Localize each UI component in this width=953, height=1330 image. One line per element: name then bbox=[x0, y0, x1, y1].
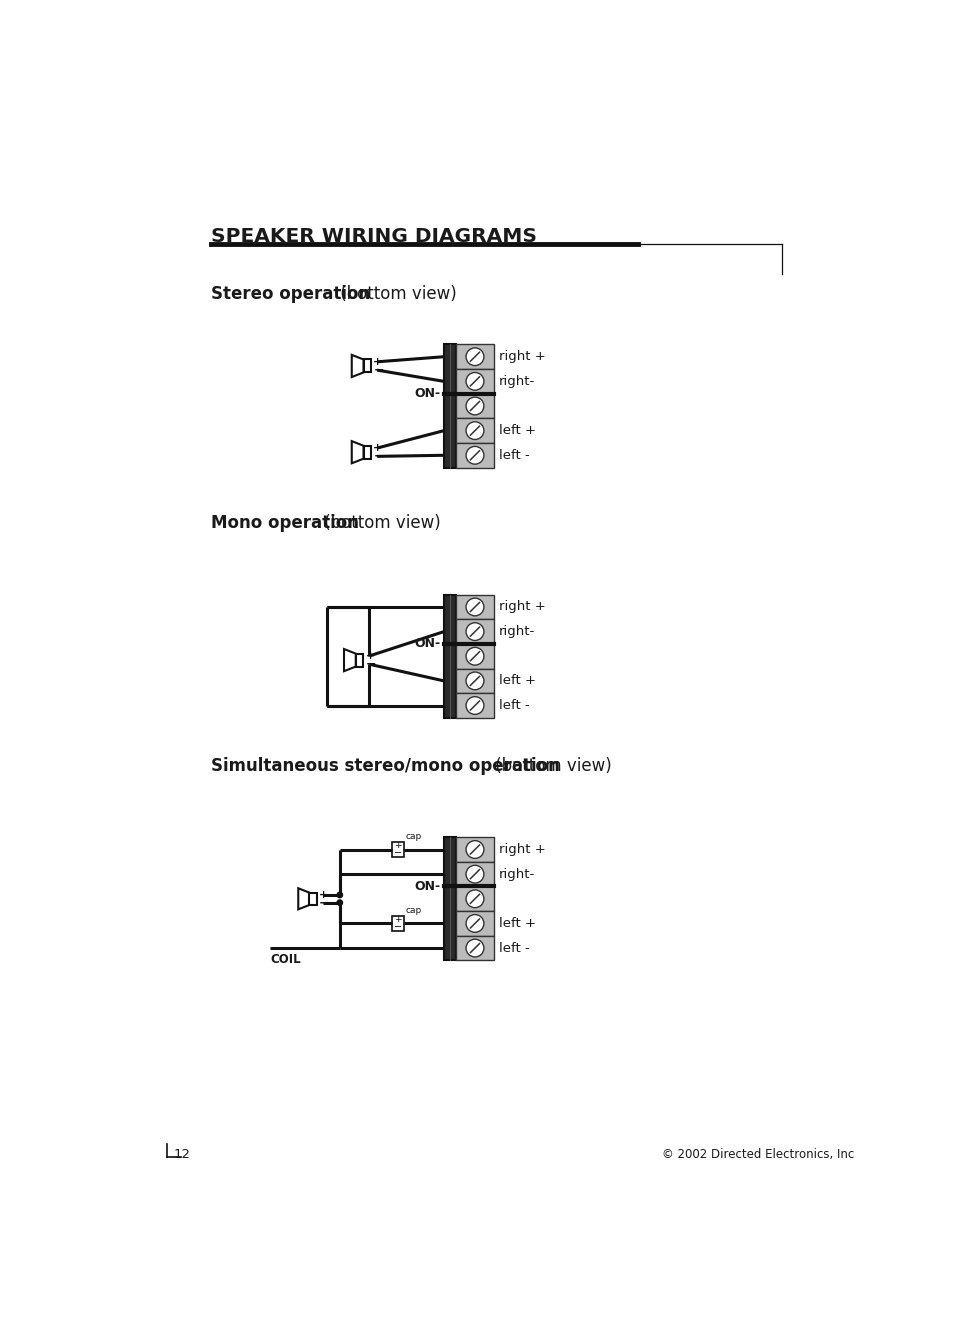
Text: left -: left - bbox=[498, 448, 529, 462]
Circle shape bbox=[336, 900, 342, 906]
Bar bbox=[456, 620, 493, 644]
Text: SPEAKER WIRING DIAGRAMS: SPEAKER WIRING DIAGRAMS bbox=[211, 227, 537, 246]
Circle shape bbox=[466, 422, 483, 439]
Circle shape bbox=[466, 890, 483, 907]
Text: right-: right- bbox=[498, 375, 535, 388]
Text: +: + bbox=[395, 915, 401, 924]
Bar bbox=[363, 446, 371, 459]
Text: +: + bbox=[365, 650, 375, 661]
Text: © 2002 Directed Electronics, Inc: © 2002 Directed Electronics, Inc bbox=[661, 1148, 853, 1161]
Text: (bottom view): (bottom view) bbox=[489, 757, 611, 775]
Bar bbox=[456, 887, 493, 911]
Text: right-: right- bbox=[498, 867, 535, 880]
Text: ON-: ON- bbox=[415, 387, 440, 400]
Bar bbox=[443, 837, 456, 960]
Bar bbox=[456, 837, 493, 862]
Bar bbox=[456, 595, 493, 620]
Text: +: + bbox=[373, 356, 382, 367]
Text: −: − bbox=[394, 849, 402, 858]
Text: 12: 12 bbox=[173, 1148, 191, 1161]
Bar bbox=[456, 394, 493, 419]
Bar bbox=[355, 653, 363, 666]
Circle shape bbox=[336, 892, 342, 898]
Text: −: − bbox=[373, 450, 383, 463]
Circle shape bbox=[466, 598, 483, 616]
Bar bbox=[443, 595, 456, 718]
Text: left -: left - bbox=[498, 942, 529, 955]
Text: left +: left + bbox=[498, 916, 536, 930]
Text: −: − bbox=[373, 363, 383, 376]
Text: right-: right- bbox=[498, 625, 535, 638]
Bar bbox=[456, 644, 493, 669]
Circle shape bbox=[466, 447, 483, 464]
Text: (bottom view): (bottom view) bbox=[319, 513, 440, 532]
Text: Simultaneous stereo/mono operation: Simultaneous stereo/mono operation bbox=[211, 757, 559, 775]
Bar bbox=[456, 911, 493, 936]
Bar bbox=[456, 669, 493, 693]
Text: left +: left + bbox=[498, 674, 536, 688]
Circle shape bbox=[466, 939, 483, 958]
Text: cap: cap bbox=[406, 833, 422, 841]
Circle shape bbox=[466, 866, 483, 883]
Circle shape bbox=[466, 372, 483, 390]
Text: (bottom view): (bottom view) bbox=[335, 285, 456, 303]
Circle shape bbox=[466, 398, 483, 415]
Bar bbox=[456, 368, 493, 394]
Bar bbox=[443, 344, 456, 468]
Bar bbox=[392, 842, 404, 858]
Text: +: + bbox=[395, 841, 401, 850]
Text: cap: cap bbox=[406, 906, 422, 915]
Text: Stereo operation: Stereo operation bbox=[211, 285, 370, 303]
Text: left -: left - bbox=[498, 700, 529, 712]
Bar bbox=[456, 936, 493, 960]
Text: COIL: COIL bbox=[270, 952, 301, 966]
Bar bbox=[456, 419, 493, 443]
Circle shape bbox=[466, 841, 483, 858]
Text: left +: left + bbox=[498, 424, 536, 438]
Bar bbox=[456, 344, 493, 368]
Bar bbox=[363, 359, 371, 372]
Text: ON-: ON- bbox=[415, 637, 440, 650]
Circle shape bbox=[466, 915, 483, 932]
Circle shape bbox=[466, 672, 483, 690]
Bar bbox=[392, 916, 404, 931]
Circle shape bbox=[466, 348, 483, 366]
Text: −: − bbox=[365, 658, 375, 670]
Circle shape bbox=[466, 648, 483, 665]
Text: −: − bbox=[394, 922, 402, 932]
Text: Mono operation: Mono operation bbox=[211, 513, 358, 532]
Bar bbox=[456, 693, 493, 718]
Bar bbox=[456, 862, 493, 887]
Text: +: + bbox=[373, 443, 382, 454]
Text: −: − bbox=[318, 896, 329, 910]
Text: right +: right + bbox=[498, 843, 545, 857]
Text: right +: right + bbox=[498, 600, 545, 613]
Circle shape bbox=[466, 622, 483, 641]
Bar bbox=[456, 443, 493, 468]
Text: right +: right + bbox=[498, 350, 545, 363]
Text: +: + bbox=[318, 890, 328, 900]
Text: ON-: ON- bbox=[415, 880, 440, 892]
Circle shape bbox=[466, 697, 483, 714]
Bar bbox=[309, 892, 316, 904]
